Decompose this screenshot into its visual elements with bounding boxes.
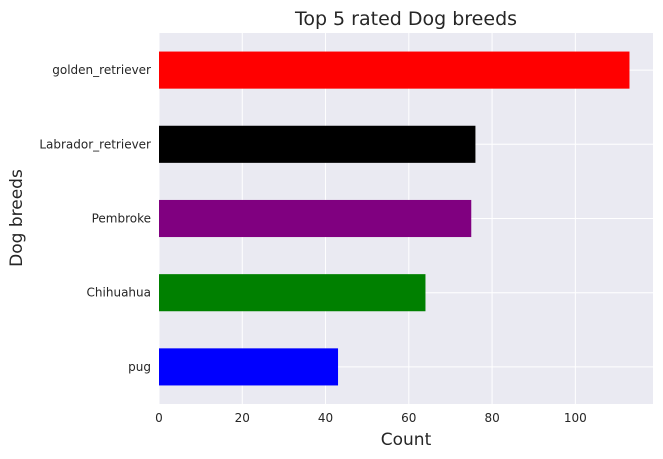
- bars: [159, 51, 630, 386]
- x-tick-label: 60: [401, 411, 416, 425]
- bar-pembroke: [159, 199, 472, 238]
- bar-pug: [159, 348, 339, 386]
- y-axis-label: Dog breeds: [7, 169, 27, 267]
- x-tick-labels: 0 20 40 60 80 100: [155, 411, 587, 425]
- y-tick-label: golden_retriever: [52, 63, 151, 77]
- chart-title: Top 5 rated Dog breeds: [294, 8, 517, 30]
- bar-chihuahua: [159, 274, 426, 312]
- bar-golden-retriever: [159, 51, 630, 89]
- x-tick-label: 40: [318, 411, 333, 425]
- x-tick-label: 100: [564, 411, 587, 425]
- x-tick-label: 80: [484, 411, 499, 425]
- bar-labrador-retriever: [159, 125, 476, 163]
- x-axis-label: Count: [381, 430, 432, 450]
- y-tick-label: Chihuahua: [87, 286, 151, 300]
- y-tick-label: Labrador_retriever: [39, 137, 151, 151]
- y-tick-labels: golden_retriever Labrador_retriever Pembro…: [39, 63, 151, 374]
- y-tick-label: pug: [128, 360, 151, 374]
- x-tick-label: 20: [235, 411, 250, 425]
- y-tick-label: Pembroke: [92, 212, 151, 226]
- x-tick-label: 0: [155, 411, 163, 425]
